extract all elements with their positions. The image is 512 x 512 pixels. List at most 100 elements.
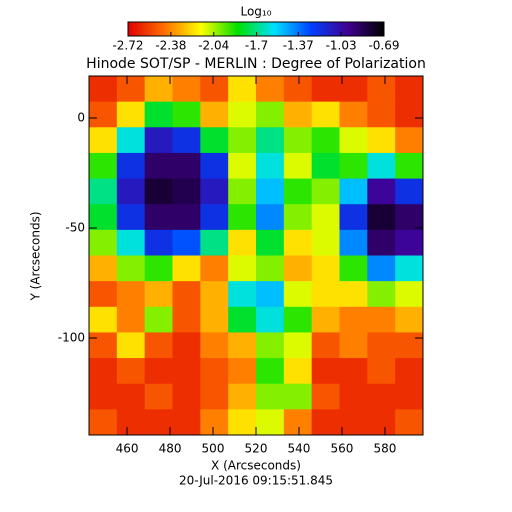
cell xyxy=(89,255,118,282)
cell xyxy=(228,409,257,436)
cell xyxy=(200,76,229,103)
cell xyxy=(339,358,368,385)
cell xyxy=(256,281,285,308)
x-tick-label: 580 xyxy=(374,442,397,456)
cell xyxy=(283,306,313,333)
cell xyxy=(311,101,340,128)
cell xyxy=(283,332,313,359)
y-axis-title: Y (Arcseconds) xyxy=(29,211,43,301)
cell xyxy=(283,178,313,205)
x-tick-label: 500 xyxy=(202,442,225,456)
cell xyxy=(367,229,396,256)
cell xyxy=(339,178,368,205)
cell xyxy=(200,358,229,385)
cell xyxy=(283,204,313,231)
cell xyxy=(144,409,173,436)
cell xyxy=(116,358,146,385)
cell xyxy=(89,76,118,103)
cell xyxy=(395,101,424,128)
cell xyxy=(200,332,229,359)
cell xyxy=(367,409,396,436)
cell xyxy=(311,332,340,359)
cell xyxy=(339,306,368,333)
cell xyxy=(367,281,396,308)
cell xyxy=(311,229,340,256)
cell xyxy=(339,281,368,308)
cell xyxy=(172,101,201,128)
cell xyxy=(395,358,424,385)
cell xyxy=(395,152,424,180)
cell xyxy=(367,152,396,180)
colorbar-tick-label: -2.04 xyxy=(198,39,229,53)
cell xyxy=(172,255,201,282)
cell xyxy=(339,204,368,231)
x-tick-label: 540 xyxy=(288,442,311,456)
cell xyxy=(116,306,146,333)
cell xyxy=(144,178,173,205)
cell xyxy=(367,255,396,282)
cell xyxy=(89,204,118,231)
cell xyxy=(172,332,201,359)
cell xyxy=(283,281,313,308)
cell xyxy=(283,255,313,282)
cell xyxy=(200,281,229,308)
cell xyxy=(228,281,257,308)
x-tick-label: 480 xyxy=(159,442,182,456)
colorbar-tick-label: -1.7 xyxy=(245,39,268,53)
colorbar-title: Log₁₀ xyxy=(240,5,271,19)
cell xyxy=(395,204,424,231)
colorbar-tick-label: -2.72 xyxy=(112,39,143,53)
cell xyxy=(395,409,424,436)
cell xyxy=(200,306,229,333)
cell xyxy=(367,76,396,103)
colorbar-tick-label: -1.03 xyxy=(326,39,357,53)
cell xyxy=(339,409,368,436)
cell xyxy=(311,152,340,180)
cell xyxy=(89,409,118,436)
cell xyxy=(283,101,313,128)
cell xyxy=(89,332,118,359)
cell xyxy=(200,409,229,436)
cell xyxy=(200,383,229,410)
cell xyxy=(367,178,396,205)
cell xyxy=(395,127,424,154)
cell xyxy=(256,409,285,436)
cell xyxy=(283,229,313,256)
cell xyxy=(256,229,285,256)
cell xyxy=(283,358,313,385)
cell xyxy=(311,281,340,308)
cell xyxy=(89,229,118,256)
cell xyxy=(89,127,118,154)
cell xyxy=(283,76,313,103)
cell xyxy=(256,204,285,231)
cell xyxy=(116,204,146,231)
cell xyxy=(256,127,285,154)
cell xyxy=(144,101,173,128)
cell xyxy=(144,152,173,180)
cell xyxy=(144,332,173,359)
chart-title: Hinode SOT/SP - MERLIN : Degree of Polar… xyxy=(86,56,426,72)
cell xyxy=(200,152,229,180)
cell xyxy=(116,281,146,308)
y-tick-label: 0 xyxy=(77,111,85,125)
cell xyxy=(116,255,146,282)
cell xyxy=(228,76,257,103)
cell xyxy=(367,204,396,231)
cell xyxy=(144,127,173,154)
cell xyxy=(339,152,368,180)
cell xyxy=(144,281,173,308)
cell xyxy=(256,306,285,333)
cell xyxy=(200,255,229,282)
cell xyxy=(228,255,257,282)
cell xyxy=(228,101,257,128)
colorbar-tick-label: -1.37 xyxy=(283,39,314,53)
cell xyxy=(395,255,424,282)
cell xyxy=(311,127,340,154)
y-tick-label: -50 xyxy=(65,221,85,235)
cell xyxy=(256,101,285,128)
cell xyxy=(311,409,340,436)
cell xyxy=(144,229,173,256)
cell xyxy=(228,383,257,410)
